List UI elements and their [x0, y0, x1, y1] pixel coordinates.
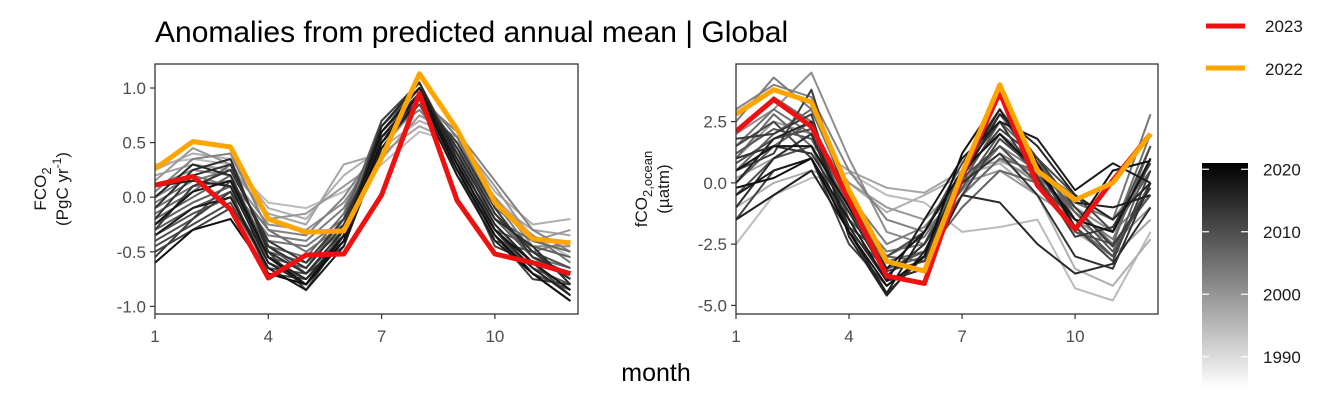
x-tick-label: 1	[150, 327, 159, 346]
series-line-year	[155, 119, 571, 226]
y-tick-label: -0.5	[117, 243, 146, 262]
x-tick-label: 7	[377, 327, 386, 346]
highlight-legend: 2023 2022	[1206, 17, 1303, 79]
colorbar-tick-label: 2000	[1263, 285, 1301, 304]
x-tick-label: 10	[485, 327, 504, 346]
y-tick-label: 2.5	[703, 113, 727, 132]
y-axis-title-line1: FCO2	[31, 167, 54, 210]
panel-border	[735, 63, 1159, 315]
x-tick-label: 4	[264, 327, 273, 346]
series-line-year	[155, 81, 571, 270]
y-axis-title-line2: (µatm)	[654, 164, 673, 213]
panel-border	[154, 63, 579, 315]
x-tick-label: 4	[844, 327, 853, 346]
series-line-2022	[736, 82, 1153, 274]
legend-label-2023: 2023	[1265, 17, 1303, 36]
y-axis-title: FCO2 (PgC yr-1)	[31, 152, 72, 226]
y-tick-label: 0.0	[703, 174, 727, 193]
colorbar-tick-label: 2010	[1263, 223, 1301, 242]
y-tick-label: 0.5	[122, 134, 146, 153]
series-line-year	[736, 120, 1151, 282]
panel-right-fco2-ocean: -5.0 -2.5 0.0 2.5 1 4 7 10 fCO2,ocean (µatm)	[632, 63, 1159, 346]
legend-label-2022: 2022	[1265, 60, 1303, 79]
colorbar-tick-label: 2020	[1263, 160, 1301, 179]
y-tick-label: -1.0	[117, 297, 146, 316]
year-colorbar: 2020 2010 2000 1990	[1202, 160, 1301, 388]
y-tick-label: -5.0	[698, 296, 727, 315]
series-line-year	[155, 87, 571, 291]
series-lines	[155, 71, 572, 302]
y-axis-title-line1: fCO2,ocean	[632, 151, 655, 228]
chart-title: Anomalies from predicted annual mean | G…	[155, 16, 788, 49]
x-tick-label: 10	[1066, 327, 1085, 346]
x-axis-title: month	[621, 359, 690, 387]
x-tick-label: 7	[957, 327, 966, 346]
panel-left-fco2-flux: -1.0 -0.5 0.0 0.5 1.0 1 4 7 10 FCO2 (PgC yr-1)	[31, 63, 579, 346]
y-tick-label: 1.0	[122, 79, 146, 98]
y-tick-label: 0.0	[122, 188, 146, 207]
series-line-2022	[155, 71, 571, 246]
series-line-2023	[155, 91, 572, 281]
colorbar-tick-label: 1990	[1263, 348, 1301, 367]
series-line-2023	[736, 89, 1153, 286]
x-tick-label: 1	[731, 327, 740, 346]
series-lines	[736, 71, 1153, 302]
y-tick-label: -2.5	[698, 235, 727, 254]
y-axis-title-line2: (PgC yr-1)	[50, 152, 72, 226]
colorbar-gradient	[1202, 163, 1248, 388]
y-axis-title: fCO2,ocean (µatm)	[632, 151, 673, 228]
